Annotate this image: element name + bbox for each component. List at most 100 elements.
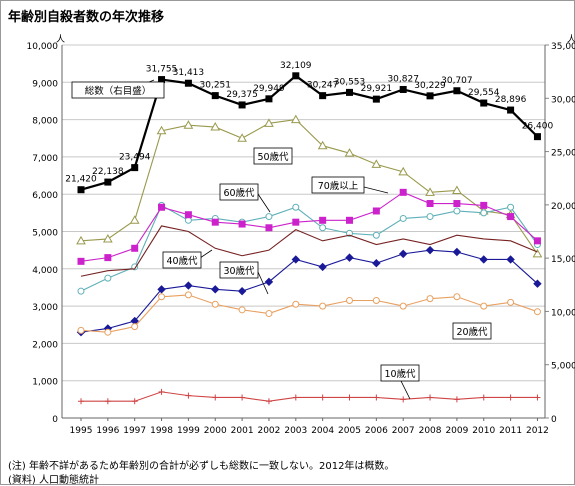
data-point <box>131 164 139 172</box>
data-label: 32,109 <box>280 61 312 71</box>
x-tick: 1998 <box>150 426 173 436</box>
data-point <box>131 244 139 252</box>
y-tick-left: 9,000 <box>32 79 58 89</box>
x-tick: 2012 <box>526 426 549 436</box>
data-point <box>212 394 219 401</box>
x-tick: 2009 <box>445 426 468 436</box>
data-point <box>319 394 326 401</box>
data-point <box>372 95 380 103</box>
data-point <box>318 262 327 272</box>
data-point <box>399 302 407 310</box>
data-label: 30,707 <box>441 76 473 86</box>
data-point <box>264 277 274 287</box>
data-point <box>479 255 488 264</box>
data-point <box>507 394 514 401</box>
y-tick-left: 4,000 <box>32 266 58 276</box>
footnote-source: (資料) 人口動態統計 <box>8 475 99 486</box>
data-point <box>453 293 461 301</box>
x-tick: 2005 <box>338 426 361 436</box>
data-point <box>507 106 515 114</box>
y-tick-right: 5,000 <box>551 362 575 372</box>
data-point <box>452 185 462 194</box>
data-point <box>533 133 541 141</box>
data-point <box>480 201 488 209</box>
data-point <box>453 396 460 403</box>
data-point <box>210 122 221 131</box>
data-point <box>291 255 301 264</box>
data-point <box>265 310 273 318</box>
data-point <box>104 254 112 262</box>
data-point <box>211 285 220 294</box>
data-label: 23,494 <box>119 153 151 163</box>
data-point <box>131 323 139 331</box>
data-point <box>373 394 380 401</box>
data-label: 29,554 <box>468 88 500 98</box>
data-point <box>265 95 273 103</box>
data-point <box>290 114 301 124</box>
series-line <box>80 249 538 333</box>
series-line <box>80 204 538 292</box>
x-tick: 2003 <box>284 426 307 436</box>
y-axis-label-left: 人 <box>56 34 65 45</box>
data-point <box>292 394 299 401</box>
legend-leader-line <box>199 249 213 259</box>
data-point <box>533 279 542 288</box>
data-point <box>399 214 407 222</box>
data-point <box>372 231 380 239</box>
data-point <box>265 398 272 405</box>
data-label: 21,420 <box>65 175 97 185</box>
data-point <box>156 125 167 135</box>
footnote-note: (注) 年齢不詳があるため年齢別の合計が必ずしも総数に一致しない。2012年は概… <box>8 461 395 472</box>
data-point <box>344 148 355 157</box>
legend-leader-line <box>399 378 411 400</box>
legend-box <box>253 147 293 165</box>
data-point <box>184 211 192 219</box>
legend-box <box>380 364 420 382</box>
data-point <box>184 281 193 290</box>
data-point <box>534 394 541 401</box>
data-point <box>211 300 219 308</box>
data-label: 29,375 <box>226 90 258 100</box>
legend-box <box>71 81 165 99</box>
data-point <box>372 297 380 305</box>
legend-label: 10歳代 <box>384 368 416 380</box>
legend-box <box>219 183 259 201</box>
legend-label: 20歳代 <box>456 326 488 338</box>
y-tick-right: 25,000 <box>551 149 575 159</box>
data-point <box>452 247 462 257</box>
y-tick-right: 20,000 <box>551 202 575 212</box>
data-point <box>371 159 382 168</box>
data-point <box>77 257 85 265</box>
data-point <box>317 140 328 150</box>
data-label: 29,949 <box>253 84 285 94</box>
data-point <box>264 118 274 127</box>
legend-box <box>452 322 492 340</box>
data-point <box>400 396 407 403</box>
y-tick-left: 5,000 <box>32 229 58 239</box>
data-point <box>398 166 409 176</box>
y-tick-left: 7,000 <box>32 154 58 164</box>
legend-label: 30歳代 <box>223 265 255 277</box>
data-point <box>480 209 488 217</box>
data-point <box>425 187 435 196</box>
data-point <box>372 207 380 215</box>
data-point <box>372 258 381 268</box>
data-point <box>425 245 435 255</box>
data-point <box>319 224 327 232</box>
data-point <box>398 249 408 259</box>
data-point <box>480 394 487 401</box>
data-point <box>265 224 273 232</box>
x-tick: 2006 <box>365 426 388 436</box>
data-point <box>102 233 113 243</box>
data-point <box>319 302 327 310</box>
data-point <box>480 302 488 310</box>
legend-label: 60歳代 <box>223 187 255 199</box>
y-axis-label-right: 人 <box>567 34 575 45</box>
legend-leader-line <box>257 193 271 213</box>
legend-label: 50歳代 <box>257 151 289 163</box>
data-point <box>238 101 246 109</box>
x-tick: 2010 <box>472 426 495 436</box>
series-line <box>80 294 538 333</box>
y-tick-right: 0 <box>551 415 557 425</box>
